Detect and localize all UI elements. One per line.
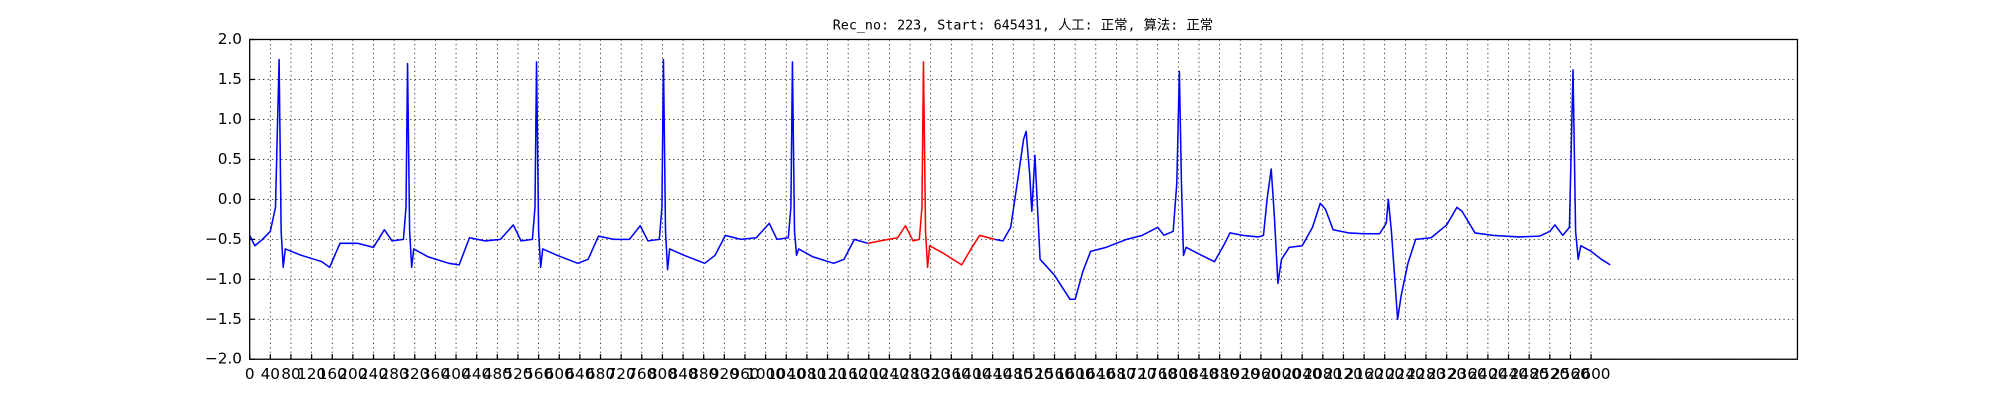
x-tick-label: 1080	[787, 365, 826, 383]
x-tick-label: 1520	[1014, 365, 1053, 383]
x-tick-label: 2440	[1489, 365, 1528, 383]
x-tick-label: 40	[261, 365, 280, 383]
ecg-line	[994, 69, 1611, 321]
x-tick-label: 200	[338, 365, 367, 383]
x-tick-label: 1120	[808, 365, 847, 383]
x-tick-label: 640	[565, 365, 594, 383]
x-tick-label: 720	[607, 365, 636, 383]
x-tick-label: 2520	[1530, 365, 1569, 383]
x-tick-label: 2040	[1283, 365, 1322, 383]
x-tick-label: 1680	[1097, 365, 1136, 383]
x-tick-label: 400	[441, 365, 470, 383]
x-tick-label: 2120	[1324, 365, 1363, 383]
x-tick-label: 2320	[1427, 365, 1466, 383]
x-tick-label: 1960	[1241, 365, 1280, 383]
x-tick-label: 2280	[1407, 365, 1446, 383]
x-tick-label: 520	[503, 365, 532, 383]
x-tick-label: 880	[689, 365, 718, 383]
x-tick-label: 560	[524, 365, 553, 383]
x-tick-label: 1160	[829, 365, 868, 383]
x-tick-label: 600	[545, 365, 574, 383]
x-tick-label: 160	[318, 365, 347, 383]
x-tick-label: 2080	[1303, 365, 1342, 383]
x-tick-label: 2400	[1468, 365, 1507, 383]
x-tick-label: 1880	[1200, 365, 1239, 383]
y-tick-label: −2.0	[205, 350, 242, 368]
x-tick-label: 680	[586, 365, 615, 383]
y-tick-label: 2.0	[218, 30, 242, 48]
x-tick-label: 1000	[746, 365, 785, 383]
axes-frame	[249, 38, 1799, 360]
x-tick-label: 920	[710, 365, 739, 383]
x-tick-label: 1280	[891, 365, 930, 383]
x-tick-label: 1640	[1076, 365, 1115, 383]
y-tick-label: −0.5	[205, 230, 242, 248]
x-tick-label: 2480	[1510, 365, 1549, 383]
x-tick-label: 1320	[911, 365, 950, 383]
y-tick-label: 0.5	[218, 150, 242, 168]
ecg-line	[867, 61, 995, 269]
x-tick-label: 240	[359, 365, 388, 383]
x-tick-label: 2600	[1572, 365, 1611, 383]
x-tick-label: 2240	[1386, 365, 1425, 383]
x-tick-label: 360	[421, 365, 450, 383]
x-tick-label: 440	[462, 365, 491, 383]
x-tick-label: 1200	[849, 365, 888, 383]
plot-area: −2.0−1.5−1.0−0.50.00.51.01.52.00 40 801201…	[205, 30, 1798, 383]
x-tick-label: 1040	[767, 365, 806, 383]
x-tick-label: 2000	[1262, 365, 1301, 383]
chart-title: Rec_no: 223, Start: 645431, 人工: 正常, 算法: …	[833, 17, 1213, 33]
y-tick-label: −1.5	[205, 310, 242, 328]
x-tick-label: 2560	[1551, 365, 1590, 383]
x-tick-label: 960	[730, 365, 759, 383]
x-tick-label: 2200	[1365, 365, 1404, 383]
x-tick-label: 1400	[953, 365, 992, 383]
ecg-line	[248, 58, 868, 271]
x-tick-label: 1920	[1221, 365, 1260, 383]
x-tick-label: 1760	[1138, 365, 1177, 383]
x-tick-label: 280	[380, 365, 409, 383]
x-tick-label: 800	[648, 365, 677, 383]
x-tick-label: 1360	[932, 365, 971, 383]
y-tick-label: 0.0	[218, 190, 242, 208]
x-tick-label: 840	[668, 365, 697, 383]
y-tick-label: 1.0	[218, 110, 242, 128]
x-tick-label: 1720	[1118, 365, 1157, 383]
x-tick-label: 2360	[1448, 365, 1487, 383]
x-tick-label: 80	[281, 365, 300, 383]
x-tick-label: 1600	[1056, 365, 1095, 383]
x-tick-label: 0	[245, 365, 255, 383]
x-tick-label: 480	[483, 365, 512, 383]
x-tick-label: 1440	[973, 365, 1012, 383]
x-tick-label: 1560	[1035, 365, 1074, 383]
y-tick-label: −1.0	[205, 270, 242, 288]
x-tick-label: 1240	[870, 365, 909, 383]
x-tick-label: 1480	[994, 365, 1033, 383]
x-tick-label: 320	[400, 365, 429, 383]
x-tick-label: 2160	[1345, 365, 1384, 383]
y-tick-label: 1.5	[218, 70, 242, 88]
x-tick-label: 1840	[1180, 365, 1219, 383]
x-tick-label: 1800	[1159, 365, 1198, 383]
x-tick-label: 760	[627, 365, 656, 383]
x-tick-label: 120	[297, 365, 326, 383]
